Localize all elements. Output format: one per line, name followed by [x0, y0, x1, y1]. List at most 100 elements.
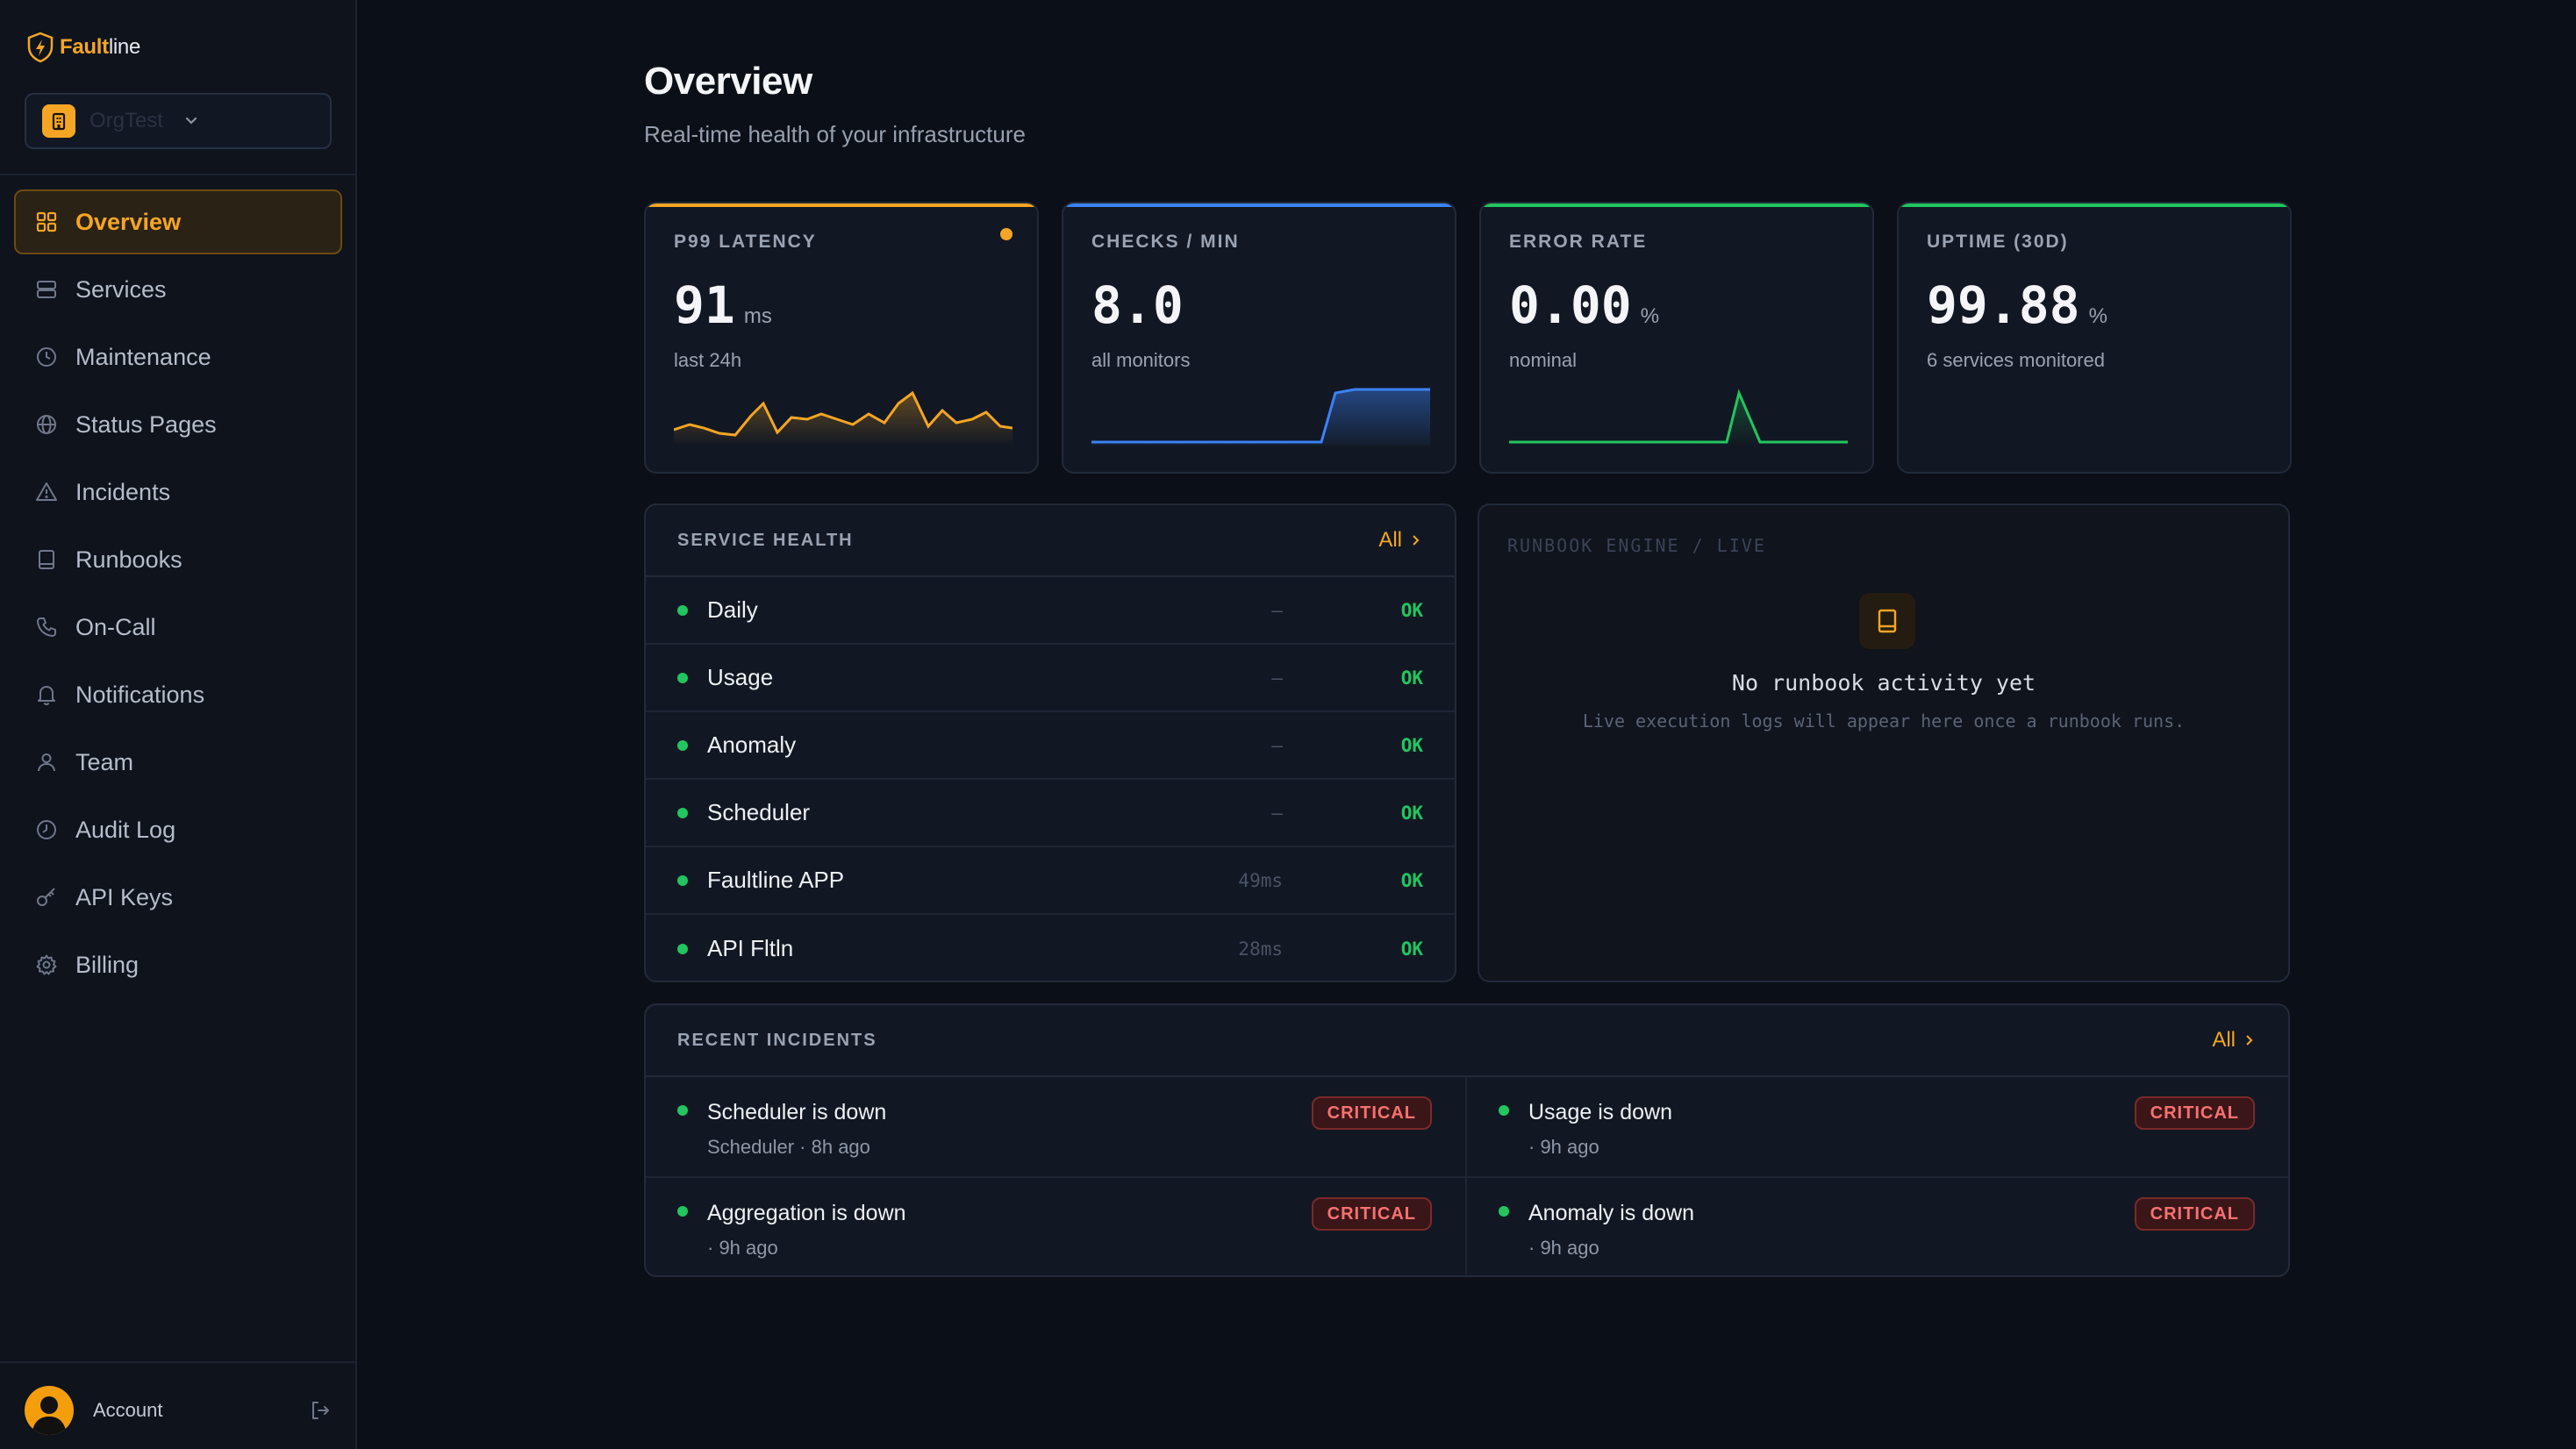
status-dot: [1000, 228, 1013, 240]
service-name: Faultline APP: [707, 867, 845, 893]
sidebar-divider: [0, 174, 355, 175]
recent-incidents-panel: RECENT INCIDENTS All Scheduler is down S…: [644, 1003, 2290, 1277]
logout-icon[interactable]: [309, 1399, 332, 1422]
list-item[interactable]: Anomaly is down · 9h ago CRITICAL: [1467, 1178, 2288, 1275]
sidebar-item-audit-log[interactable]: Audit Log: [14, 797, 342, 862]
warning-icon: [36, 482, 57, 501]
incident-list: Scheduler is down Scheduler · 8h ago CRI…: [646, 1077, 2288, 1275]
stat-card-latency[interactable]: P99 LATENCY 91 ms last 24h: [644, 202, 1039, 474]
empty-state-hint: Live execution logs will appear here onc…: [1582, 710, 2186, 732]
brand-logo[interactable]: Faultline: [26, 32, 140, 63]
service-name: API Fltln: [707, 935, 794, 961]
avatar: [25, 1386, 74, 1435]
empty-state-title: No runbook activity yet: [1731, 670, 2036, 696]
checks-sparkline: [1091, 388, 1430, 446]
sidebar-item-incidents[interactable]: Incidents: [14, 460, 342, 525]
sidebar-item-runbooks[interactable]: Runbooks: [14, 527, 342, 592]
page-title: Overview: [644, 60, 812, 103]
bell-icon: [38, 686, 55, 705]
stat-caption: last 24h: [674, 349, 742, 371]
sidebar-item-api-keys[interactable]: API Keys: [14, 865, 342, 930]
stat-number: 0.00: [1509, 275, 1632, 335]
panel-title: RECENT INCIDENTS: [677, 1030, 877, 1050]
view-all-services-link[interactable]: All: [1378, 528, 1423, 553]
stat-label: UPTIME (30D): [1927, 232, 2069, 252]
account-label: Account: [93, 1399, 163, 1421]
stat-card-checks[interactable]: CHECKS / MIN 8.0 all monitors: [1062, 202, 1456, 474]
service-status: OK: [1400, 599, 1423, 621]
table-row[interactable]: Anomaly — OK: [646, 712, 1455, 780]
service-name: Daily: [707, 596, 758, 623]
severity-badge: CRITICAL: [1311, 1197, 1432, 1231]
account-menu[interactable]: Account: [25, 1386, 332, 1435]
sidebar-item-label: API Keys: [75, 883, 174, 910]
key-icon: [37, 888, 55, 906]
panel-header: SERVICE HEALTH All: [646, 505, 1455, 577]
status-dot: [677, 604, 688, 616]
history-icon: [37, 820, 56, 839]
incident-title: Scheduler is down: [707, 1100, 887, 1124]
card-accent-bar: [1481, 203, 1872, 207]
service-latency: —: [1271, 734, 1283, 756]
incident-meta: · 9h ago: [1528, 1237, 1599, 1259]
status-dot: [677, 807, 688, 818]
list-item[interactable]: Scheduler is down Scheduler · 8h ago CRI…: [646, 1077, 1467, 1178]
service-status: OK: [1400, 802, 1423, 824]
latency-sparkline: [674, 390, 1013, 446]
panel-title: RUNBOOK ENGINE / LIVE: [1507, 535, 1766, 556]
gear-icon: [36, 954, 57, 975]
sidebar-item-team[interactable]: Team: [14, 730, 342, 795]
table-row[interactable]: Faultline APP 49ms OK: [646, 847, 1455, 915]
service-name: Usage: [707, 664, 774, 690]
incident-meta: Scheduler · 8h ago: [707, 1136, 870, 1158]
table-row[interactable]: Daily — OK: [646, 577, 1455, 645]
sidebar-item-on-call[interactable]: On-Call: [14, 595, 342, 660]
stat-value: 0.00 %: [1509, 275, 1659, 335]
panel-header: RECENT INCIDENTS All: [646, 1005, 2288, 1077]
sidebar-item-notifications[interactable]: Notifications: [14, 662, 342, 727]
stat-value: 8.0: [1091, 275, 1184, 335]
stat-number: 99.88: [1927, 275, 2080, 335]
sidebar-item-overview[interactable]: Overview: [14, 189, 342, 254]
stat-unit: %: [1640, 304, 1660, 328]
book-icon: [1859, 593, 1915, 649]
org-switcher[interactable]: OrgTest: [25, 93, 332, 149]
list-item[interactable]: Aggregation is down · 9h ago CRITICAL: [646, 1178, 1467, 1275]
status-dot: [677, 1105, 688, 1116]
incident-title: Aggregation is down: [707, 1201, 906, 1225]
sidebar-item-label: On-Call: [75, 613, 156, 640]
shield-bolt-icon: [27, 32, 54, 63]
stat-number: 8.0: [1091, 275, 1184, 335]
stat-label: CHECKS / MIN: [1091, 232, 1240, 252]
server-icon: [37, 281, 56, 298]
sidebar-item-status-pages[interactable]: Status Pages: [14, 392, 342, 457]
stat-card-uptime[interactable]: UPTIME (30D) 99.88 % 6 services monitore…: [1897, 202, 2292, 474]
table-row[interactable]: API Fltln 28ms OK: [646, 915, 1455, 981]
stat-card-error-rate[interactable]: ERROR RATE 0.00 % nominal: [1479, 202, 1874, 474]
table-row[interactable]: Usage — OK: [646, 645, 1455, 712]
clock-icon: [37, 347, 56, 367]
card-accent-bar: [1899, 203, 2290, 207]
severity-badge: CRITICAL: [1311, 1096, 1432, 1130]
table-row[interactable]: Scheduler — OK: [646, 780, 1455, 847]
severity-badge: CRITICAL: [2134, 1197, 2255, 1231]
sidebar-item-maintenance[interactable]: Maintenance: [14, 325, 342, 389]
list-item[interactable]: Usage is down · 9h ago CRITICAL: [1467, 1077, 2288, 1178]
view-all-incidents-link[interactable]: All: [2212, 1028, 2257, 1053]
incident-meta: · 9h ago: [1528, 1136, 1599, 1158]
main-content: Overview Real-time health of your infras…: [358, 0, 2576, 1449]
org-name: OrgTest: [89, 109, 164, 132]
sidebar-item-billing[interactable]: Billing: [14, 932, 342, 997]
service-health-panel: SERVICE HEALTH All Daily — OK Usage — OK…: [644, 503, 1456, 982]
service-name: Anomaly: [707, 732, 797, 758]
stat-number: 91: [674, 275, 735, 335]
sidebar-item-label: Maintenance: [75, 343, 211, 370]
sidebar-item-label: Notifications: [75, 681, 205, 708]
sidebar-item-services[interactable]: Services: [14, 257, 342, 322]
chevron-down-icon: [185, 117, 197, 125]
panel-title: SERVICE HEALTH: [677, 530, 854, 550]
severity-badge: CRITICAL: [2134, 1096, 2255, 1130]
sidebar-divider: [0, 1361, 355, 1363]
sidebar-item-label: Services: [75, 275, 167, 303]
service-status: OK: [1400, 734, 1423, 756]
